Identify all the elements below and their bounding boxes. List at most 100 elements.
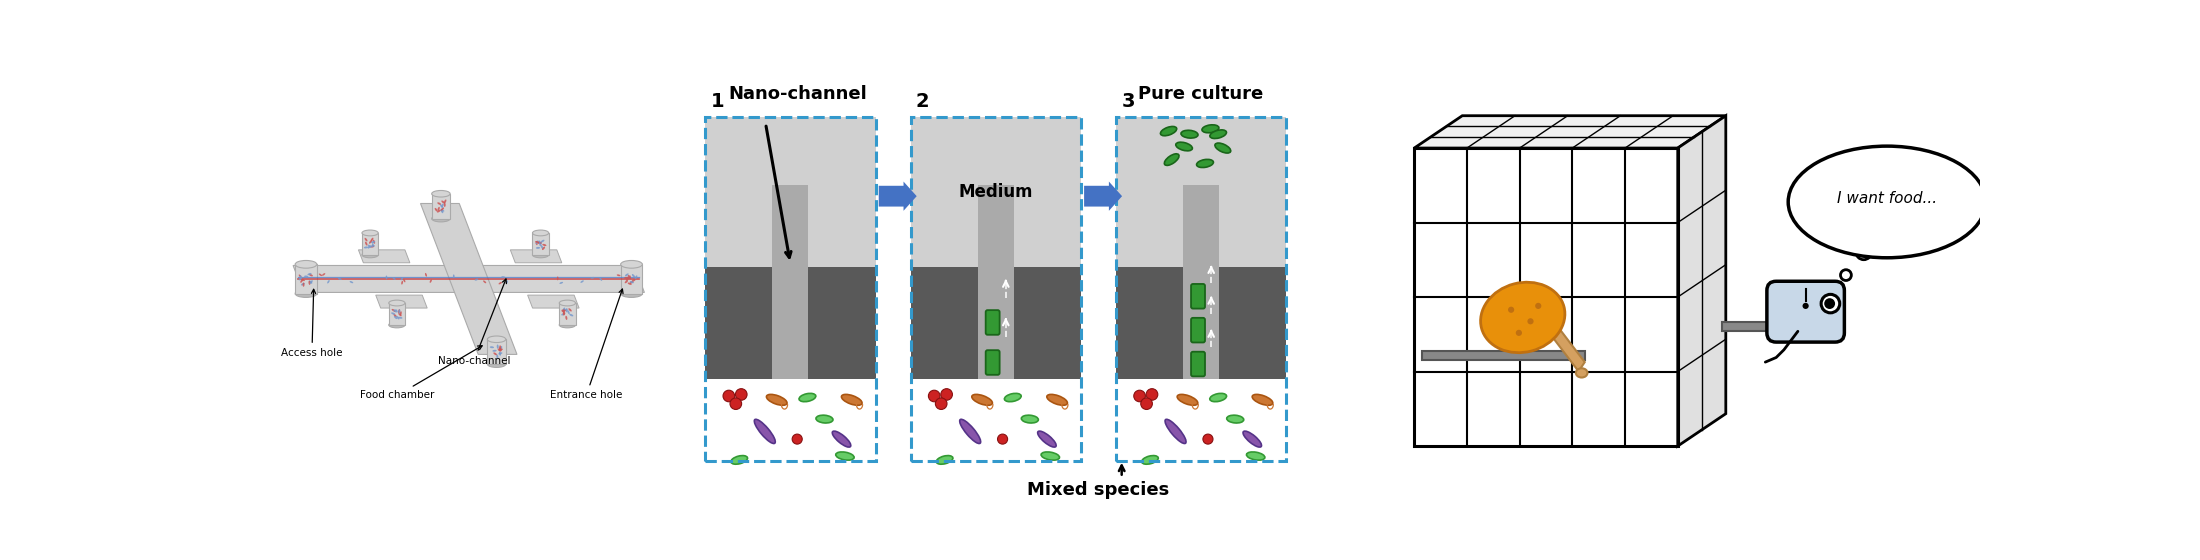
Text: Entrance hole: Entrance hole: [550, 289, 623, 400]
Bar: [389, 303, 405, 325]
Bar: [1115, 267, 1287, 379]
Ellipse shape: [394, 316, 398, 319]
Ellipse shape: [339, 278, 341, 280]
Polygon shape: [293, 265, 645, 292]
Bar: [706, 267, 876, 379]
Ellipse shape: [1210, 130, 1225, 138]
Ellipse shape: [392, 309, 396, 312]
Ellipse shape: [299, 274, 301, 278]
Ellipse shape: [563, 307, 565, 311]
Ellipse shape: [1166, 419, 1186, 444]
Polygon shape: [1415, 116, 1725, 148]
Text: Nano-channel: Nano-channel: [728, 85, 867, 104]
Ellipse shape: [429, 279, 431, 283]
Ellipse shape: [295, 260, 317, 268]
Ellipse shape: [561, 310, 565, 312]
Ellipse shape: [561, 313, 565, 315]
Ellipse shape: [370, 245, 374, 247]
Ellipse shape: [543, 244, 546, 246]
Ellipse shape: [1481, 282, 1564, 353]
Ellipse shape: [631, 274, 636, 277]
Ellipse shape: [400, 277, 403, 281]
FancyBboxPatch shape: [1190, 352, 1206, 376]
Ellipse shape: [372, 240, 376, 244]
Ellipse shape: [541, 240, 543, 242]
Bar: [911, 267, 1080, 379]
Bar: [706, 379, 876, 461]
Ellipse shape: [532, 230, 548, 236]
Ellipse shape: [766, 394, 788, 405]
Ellipse shape: [1041, 452, 1060, 460]
Ellipse shape: [537, 247, 541, 249]
Bar: [1115, 379, 1287, 461]
Ellipse shape: [1228, 415, 1243, 423]
Ellipse shape: [1005, 393, 1021, 402]
Text: I want food...: I want food...: [1837, 190, 1936, 206]
Ellipse shape: [535, 241, 539, 243]
Ellipse shape: [389, 322, 405, 328]
Bar: [532, 233, 548, 255]
Ellipse shape: [1164, 154, 1179, 165]
Ellipse shape: [499, 348, 504, 351]
Ellipse shape: [1177, 394, 1197, 405]
Bar: [706, 117, 876, 461]
Ellipse shape: [488, 361, 506, 367]
Ellipse shape: [629, 281, 634, 284]
Bar: [1723, 322, 1791, 332]
Circle shape: [928, 390, 939, 402]
Ellipse shape: [755, 419, 774, 444]
Ellipse shape: [442, 203, 444, 207]
Bar: [620, 264, 642, 293]
Circle shape: [1203, 434, 1212, 444]
Text: Pure culture: Pure culture: [1140, 85, 1263, 104]
Ellipse shape: [1175, 142, 1192, 151]
Ellipse shape: [299, 277, 301, 281]
Ellipse shape: [392, 277, 396, 280]
Ellipse shape: [299, 279, 304, 283]
Circle shape: [1527, 318, 1533, 324]
Ellipse shape: [363, 252, 378, 258]
Ellipse shape: [372, 241, 376, 243]
Text: Access hole: Access hole: [282, 290, 343, 358]
Ellipse shape: [295, 290, 317, 297]
Bar: [559, 303, 576, 325]
Ellipse shape: [581, 281, 583, 283]
Polygon shape: [1679, 116, 1725, 446]
Ellipse shape: [440, 209, 442, 213]
Circle shape: [1507, 307, 1514, 313]
Ellipse shape: [392, 312, 396, 315]
Ellipse shape: [1181, 130, 1199, 138]
Ellipse shape: [840, 394, 862, 405]
Ellipse shape: [568, 308, 572, 311]
Polygon shape: [376, 295, 427, 308]
Bar: [488, 339, 506, 364]
Ellipse shape: [308, 273, 312, 275]
Ellipse shape: [559, 322, 576, 328]
Text: Mixed species: Mixed species: [1027, 482, 1170, 500]
Ellipse shape: [499, 346, 502, 350]
Bar: [431, 194, 451, 218]
Circle shape: [724, 390, 735, 402]
Ellipse shape: [350, 281, 354, 283]
Ellipse shape: [570, 314, 574, 316]
Ellipse shape: [1197, 160, 1214, 167]
Ellipse shape: [1575, 368, 1588, 377]
Ellipse shape: [363, 246, 367, 249]
Circle shape: [1857, 244, 1872, 260]
Circle shape: [1133, 390, 1146, 402]
Ellipse shape: [541, 245, 543, 249]
Ellipse shape: [502, 276, 506, 278]
Ellipse shape: [499, 282, 502, 284]
Bar: [706, 117, 876, 461]
Ellipse shape: [365, 238, 367, 241]
Ellipse shape: [563, 309, 568, 311]
Bar: [1421, 351, 1586, 360]
Ellipse shape: [444, 199, 447, 203]
Ellipse shape: [598, 278, 603, 281]
Ellipse shape: [440, 209, 444, 212]
Ellipse shape: [972, 394, 992, 405]
Ellipse shape: [319, 273, 321, 276]
Ellipse shape: [304, 276, 308, 277]
Bar: [363, 233, 378, 255]
Bar: [1415, 148, 1679, 446]
